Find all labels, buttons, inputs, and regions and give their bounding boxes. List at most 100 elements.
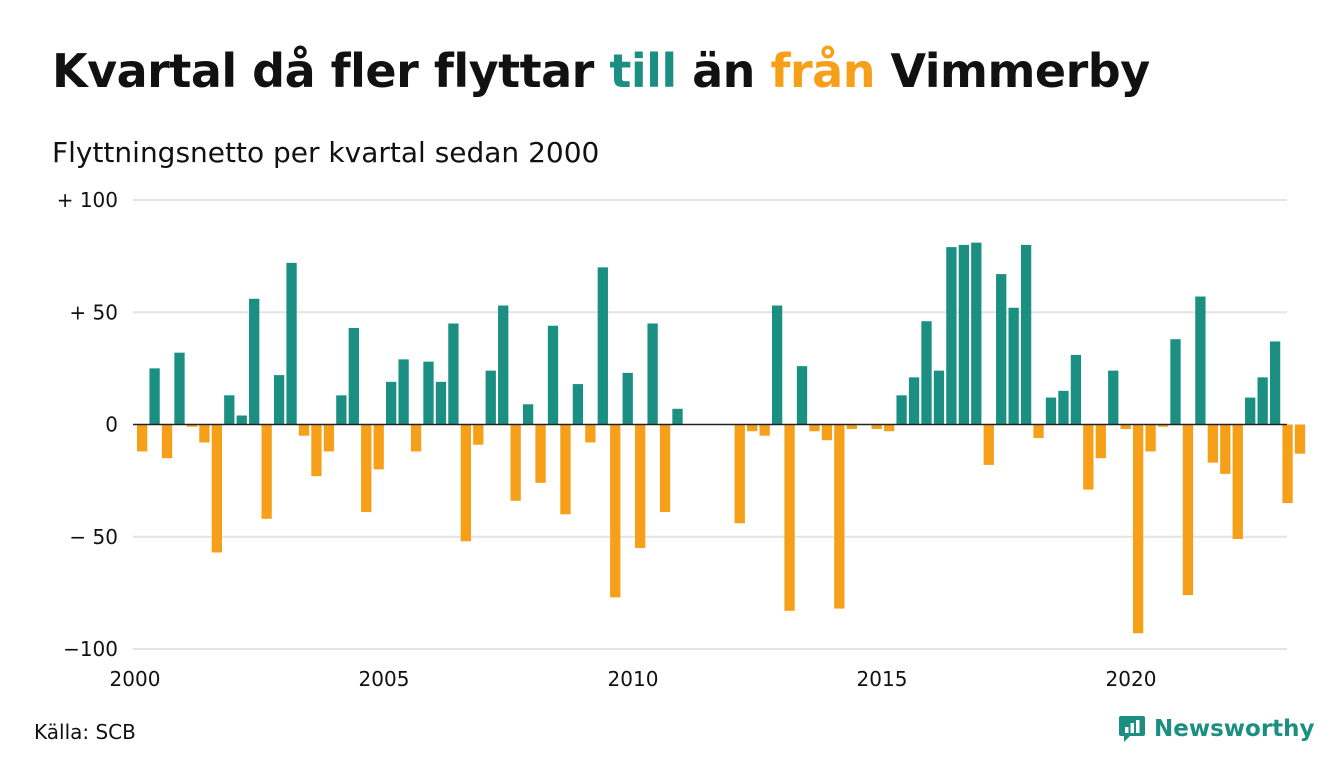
x-tick-label: 2000 — [110, 667, 161, 691]
bar-2001Q1 — [186, 424, 198, 427]
bar-2008Q1 — [535, 424, 546, 483]
bar-2001Q2 — [199, 424, 210, 443]
bar-2012Q3 — [759, 424, 770, 436]
bar-2001Q4 — [224, 395, 235, 425]
bar-2012Q4 — [771, 305, 783, 425]
bar-2019Q4 — [1120, 424, 1131, 429]
title-part-2: än — [676, 44, 771, 98]
bar-2008Q3 — [560, 424, 571, 515]
bar-2000Q4 — [174, 352, 185, 425]
bar-2019Q3 — [1108, 370, 1119, 425]
bar-2002Q3 — [261, 424, 272, 519]
bar-2010Q4 — [672, 408, 683, 425]
bar-2017Q1 — [983, 424, 994, 465]
bar-2006Q3 — [460, 424, 471, 542]
bar-2005Q1 — [386, 381, 397, 425]
bar-2009Q1 — [585, 424, 596, 443]
bar-2003Q1 — [286, 262, 297, 425]
bar-2016Q2 — [946, 247, 957, 425]
bar-2020Q3 — [1157, 424, 1169, 427]
bar-2001Q3 — [211, 424, 222, 553]
bar-2000Q2 — [149, 368, 160, 425]
y-tick-label: + 50 — [69, 300, 118, 324]
bar-2004Q2 — [348, 327, 359, 425]
brand-name: Newsworthy — [1154, 716, 1315, 742]
bar-2005Q2 — [398, 359, 409, 425]
newsworthy-logo-icon — [1119, 716, 1145, 742]
y-tick-label: + 100 — [57, 188, 118, 212]
bar-2008Q2 — [547, 325, 559, 425]
bar-2004Q3 — [361, 424, 372, 513]
bar-2010Q1 — [635, 424, 646, 548]
bar-2013Q2 — [796, 366, 808, 425]
bar-2002Q2 — [249, 298, 260, 425]
source-note: Källa: SCB — [34, 720, 136, 744]
bar-2022Q4 — [1269, 341, 1281, 425]
bar-2023Q2 — [1294, 424, 1306, 454]
bar-2008Q4 — [572, 384, 584, 425]
y-tick-label: −100 — [63, 637, 118, 661]
bar-2015Q3 — [908, 377, 920, 425]
bar-2019Q1 — [1083, 424, 1094, 490]
bar-2007Q1 — [485, 370, 496, 425]
bar-2013Q1 — [784, 424, 795, 611]
bar-2015Q4 — [921, 321, 932, 425]
bar-2014Q4 — [871, 424, 882, 429]
bar-2014Q1 — [834, 424, 845, 609]
bar-2016Q4 — [971, 242, 982, 425]
bar-2019Q2 — [1095, 424, 1106, 459]
bar-2017Q4 — [1020, 244, 1032, 425]
bar-2005Q4 — [423, 361, 434, 425]
bar-2004Q4 — [373, 424, 384, 470]
bars — [137, 242, 1306, 634]
bar-2018Q2 — [1045, 397, 1057, 425]
bar-2002Q1 — [236, 415, 247, 425]
bar-2017Q3 — [1008, 307, 1019, 425]
bar-2022Q3 — [1257, 377, 1268, 425]
bar-2006Q1 — [435, 381, 447, 425]
bar-2018Q1 — [1033, 424, 1044, 438]
bar-2009Q4 — [622, 372, 633, 425]
bar-2013Q4 — [821, 424, 833, 441]
bar-2000Q1 — [137, 424, 148, 452]
title-part-1: Kvartal då fler flyttar — [52, 44, 610, 98]
bar-2012Q1 — [734, 424, 745, 524]
bar-2016Q3 — [958, 244, 969, 425]
x-tick-label: 2020 — [1106, 667, 1157, 691]
bar-2006Q4 — [473, 424, 484, 445]
bar-2018Q3 — [1058, 390, 1069, 425]
bar-2021Q2 — [1195, 296, 1206, 425]
y-axis-labels: + 100 + 50 0 − 50 −100 — [57, 188, 118, 661]
bar-2021Q3 — [1207, 424, 1218, 463]
bar-2022Q2 — [1245, 397, 1256, 425]
gridlines — [133, 199, 1287, 650]
bar-2004Q1 — [336, 395, 347, 425]
bar-2003Q4 — [323, 424, 335, 452]
y-tick-label: 0 — [105, 413, 118, 437]
bar-2007Q2 — [498, 305, 509, 425]
chart-subtitle: Flyttningsnetto per kvartal sedan 2000 — [52, 136, 600, 169]
x-tick-label: 2010 — [608, 667, 659, 691]
bar-2020Q4 — [1170, 339, 1181, 425]
chart-title: Kvartal då fler flyttar till än från Vim… — [52, 44, 1150, 98]
bar-2002Q4 — [273, 375, 285, 425]
bar-2005Q3 — [410, 424, 422, 452]
brand-logo: Newsworthy — [1118, 714, 1315, 744]
bar-2012Q2 — [747, 424, 758, 432]
title-highlight-out: från — [770, 44, 875, 98]
bar-2000Q3 — [161, 424, 173, 459]
bar-2015Q1 — [884, 424, 895, 432]
bar-2023Q1 — [1282, 424, 1293, 504]
bar-2013Q3 — [809, 424, 820, 432]
bar-2003Q2 — [298, 424, 310, 436]
bar-2010Q3 — [659, 424, 671, 513]
bar-2022Q1 — [1232, 424, 1243, 539]
bar-2003Q3 — [311, 424, 322, 477]
bar-2010Q2 — [647, 323, 658, 425]
x-tick-label: 2015 — [857, 667, 908, 691]
bar-2021Q1 — [1182, 424, 1194, 596]
bar-2017Q2 — [996, 274, 1007, 425]
bar-2020Q2 — [1145, 424, 1156, 452]
bar-2006Q2 — [448, 323, 459, 425]
